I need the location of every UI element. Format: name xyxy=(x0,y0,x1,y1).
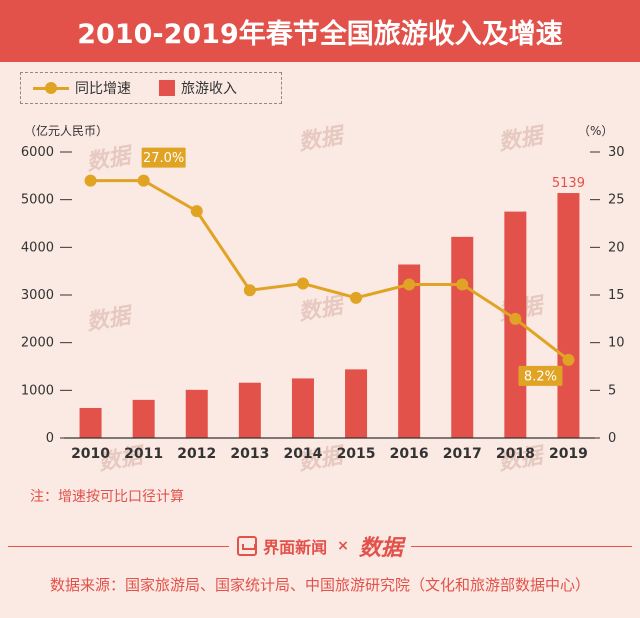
x-tick-label: 2016 xyxy=(390,446,429,462)
x-tick-label: 2012 xyxy=(177,446,216,462)
footer-logos: 界面新闻 × 数据 xyxy=(0,530,640,562)
bar-2014 xyxy=(291,378,314,438)
watermark-0: 数据 xyxy=(85,143,137,176)
watermark-3: 数据 xyxy=(85,303,137,336)
bar-2013 xyxy=(238,382,261,438)
watermark-1: 数据 xyxy=(297,123,349,156)
right-axis-unit: （%） xyxy=(578,124,614,138)
growth-point-2010 xyxy=(84,174,97,187)
bar-2019 xyxy=(557,193,580,438)
x-tick-label: 2013 xyxy=(230,446,269,462)
x-axis-ticks: 2010 2011 2012 2013 2014 2015 2016 2017 2018 2019 xyxy=(71,446,588,462)
right-tick-label: 20 xyxy=(608,240,625,255)
legend-label-revenue: 旅游收入 xyxy=(181,81,237,97)
left-tick-label: 0 xyxy=(46,431,54,446)
footer-brand2: 数据 xyxy=(358,536,403,561)
bar-2017 xyxy=(451,236,474,438)
bar-2010 xyxy=(79,407,102,438)
right-tick-label: 25 xyxy=(608,193,625,208)
growth-label-box xyxy=(141,147,186,168)
growth-label: 27.0% xyxy=(143,151,184,166)
right-tick-label: 0 xyxy=(608,431,616,446)
x-tick-label: 2018 xyxy=(496,446,535,462)
left-tick-label: 4000 xyxy=(21,240,54,255)
legend-item-growth: 同比增速 xyxy=(33,78,131,98)
left-tick-label: 1000 xyxy=(21,383,54,398)
footnote: 注：增速按可比口径计算 xyxy=(30,489,184,505)
growth-point-2014 xyxy=(296,277,309,290)
bar-2015 xyxy=(345,369,368,438)
bar-2012 xyxy=(185,389,208,438)
footer-brand-box: 界面新闻 × 数据 xyxy=(229,530,411,562)
left-tick-label: 5000 xyxy=(21,193,54,208)
left-tick-label: 6000 xyxy=(21,145,54,160)
growth-point-2011 xyxy=(137,174,150,187)
x-tick-label: 2010 xyxy=(71,446,110,462)
x-tick-label: 2017 xyxy=(443,446,482,462)
legend: 同比增速 旅游收入 xyxy=(20,72,282,104)
growth-point-2019 xyxy=(562,353,575,366)
bar-2016 xyxy=(398,264,421,438)
growth-line xyxy=(90,179,570,362)
x-tick-label: 2011 xyxy=(124,446,163,462)
legend-label-growth: 同比增速 xyxy=(75,81,131,97)
growth-point-2017 xyxy=(456,278,469,291)
growth-point-2013 xyxy=(243,284,256,297)
right-tick-label: 5 xyxy=(608,383,616,398)
chart-title: 2010-2019年春节全国旅游收入及增速 xyxy=(0,0,640,62)
growth-point-2012 xyxy=(190,205,203,218)
right-tick-label: 10 xyxy=(608,336,625,351)
growth-point-2015 xyxy=(350,291,363,304)
chart-svg: 数据数据数据数据数据数据数据数据数据 010002000300040005000… xyxy=(21,123,625,476)
right-tick-label: 15 xyxy=(608,288,625,303)
jiemian-logo-icon xyxy=(237,536,258,556)
left-tick-label: 2000 xyxy=(21,336,54,351)
footer-times: × xyxy=(337,538,349,554)
line-series xyxy=(84,174,575,366)
right-axis: 0 5 10 15 20 25 30 xyxy=(590,145,625,446)
growth-point-2016 xyxy=(403,278,416,291)
right-tick-label: 30 xyxy=(608,145,625,160)
watermark-2: 数据 xyxy=(497,123,549,156)
growth-label: 8.2% xyxy=(524,369,557,384)
footer-brand: 界面新闻 xyxy=(263,538,328,557)
line-swatch-icon xyxy=(33,82,69,94)
left-axis: 0 1000 2000 3000 4000 5000 6000 xyxy=(21,145,72,446)
growth-label-box xyxy=(518,365,563,386)
x-tick-label: 2019 xyxy=(549,446,588,462)
annotation-layer: 27.0% 8.2% 5139 xyxy=(141,147,585,386)
watermark-4: 数据 xyxy=(297,293,349,326)
left-tick-label: 3000 xyxy=(21,288,54,303)
bar-2011 xyxy=(132,399,155,438)
legend-item-revenue: 旅游收入 xyxy=(159,78,237,98)
left-axis-unit: （亿元人民币） xyxy=(24,124,109,138)
source-text: 数据来源：国家旅游局、国家统计局、中国旅游研究院（文化和旅游部数据中心） xyxy=(49,576,590,594)
growth-point-2018 xyxy=(509,312,522,325)
x-tick-label: 2014 xyxy=(283,446,322,462)
bar-swatch-icon xyxy=(159,80,175,96)
x-tick-label: 2015 xyxy=(337,446,376,462)
revenue-label: 5139 xyxy=(552,176,585,191)
